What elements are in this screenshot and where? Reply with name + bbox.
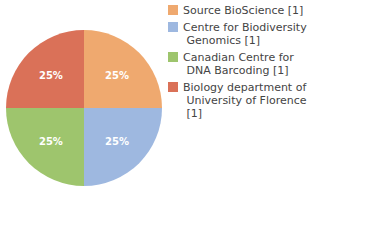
legend: Source BioScience [1] Centre for Biodiver… <box>168 4 307 120</box>
data-labels: 25% 25% 25% 25% <box>39 70 129 147</box>
pie-slice <box>6 30 84 108</box>
data-label: 25% <box>105 136 129 147</box>
legend-label: Centre for Biodiversity Genomics [1] <box>183 21 307 47</box>
legend-swatch <box>168 5 178 15</box>
slices <box>6 30 162 186</box>
pie-slice <box>84 108 162 186</box>
chart: 25% 25% 25% 25% Source BioScience [1] Centre … <box>0 0 380 240</box>
data-label: 25% <box>39 136 63 147</box>
data-label: 25% <box>39 70 63 81</box>
legend-swatch <box>168 52 178 62</box>
pie-slice <box>6 108 84 186</box>
pie-slice <box>84 30 162 108</box>
legend-label: Canadian Centre for DNA Barcoding [1] <box>183 51 294 77</box>
legend-label: Biology department of University of Flor… <box>183 81 307 120</box>
data-label: 25% <box>105 70 129 81</box>
legend-swatch <box>168 82 178 92</box>
legend-swatch <box>168 22 178 32</box>
legend-label: Source BioScience [1] <box>183 4 303 17</box>
